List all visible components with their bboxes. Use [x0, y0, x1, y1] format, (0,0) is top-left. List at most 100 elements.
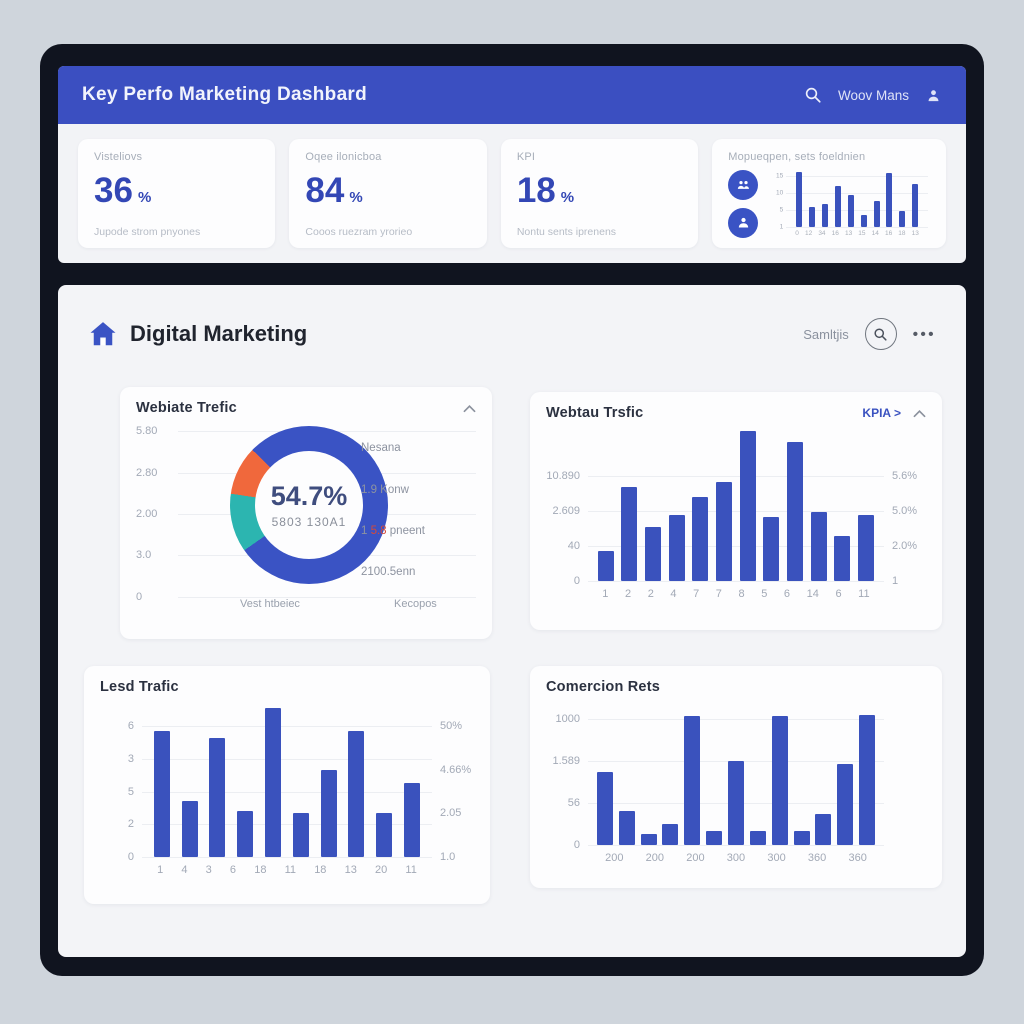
x-tick: 5: [761, 588, 768, 600]
bar: [771, 716, 788, 845]
kpi-card-engagement[interactable]: Mopueqpen, sets foeldnien: [712, 139, 947, 248]
y-axis-left: 6 3 5 2 0: [90, 705, 142, 863]
x-tick: 11: [405, 864, 417, 876]
donut-center: 54.7% 5803 130A1: [255, 451, 363, 559]
bar: [237, 811, 254, 857]
y-tick: 5: [127, 785, 134, 798]
y-tick: 3.0: [136, 549, 152, 562]
y-tick: 5: [779, 206, 784, 214]
y-tick: 3: [127, 752, 134, 765]
gridline: [786, 227, 929, 228]
bar: [858, 515, 875, 581]
x-tick: 4: [670, 588, 677, 600]
x-tick: 4: [181, 864, 188, 876]
x-tick: 200: [686, 852, 705, 864]
lead-traffic-bar-chart: 6 3 5 2 0 50% 4.66% 2.05 1.0 1 4 3 6 18 11 18 13 20 11: [84, 705, 490, 876]
search-button[interactable]: [864, 318, 897, 350]
bar: [265, 708, 282, 857]
y-tick: 1.0: [440, 851, 456, 863]
y-tick: 2: [127, 818, 134, 831]
bar: [787, 441, 804, 581]
kpi-card-body: 15 10 5 1 0 12 34 16 13 15 14 16 18 13: [728, 169, 930, 238]
section-header: Digital Marketing Samltjis •••: [88, 313, 936, 355]
y-tick: 5.0%: [892, 505, 918, 517]
kpi-subtitle: Nontu sents iprenens: [516, 226, 617, 238]
search-icon: [874, 327, 887, 341]
x-tick: 16: [884, 230, 893, 237]
website-traffic-bar-card: Webtau Trsfic KPIA > 10.890 2.609 40 0 5.6% 5…: [530, 392, 942, 630]
x-tick: Vest htbeiec: [240, 598, 300, 610]
bar: [810, 512, 827, 581]
plot-area: [588, 431, 884, 582]
user-menu-label[interactable]: Woov Mans: [837, 87, 909, 103]
section-right-label: Samltjis: [803, 326, 849, 342]
x-tick: 13: [844, 230, 853, 237]
audience-icon[interactable]: [728, 169, 759, 200]
gridline: [786, 209, 929, 211]
y-tick: 0: [573, 575, 580, 587]
bar-chart-body: 1000 1.589 56 0 200 200 200 300 300 360 360: [536, 705, 934, 864]
bars: [594, 431, 878, 581]
bar: [662, 824, 679, 845]
bar: [376, 812, 393, 857]
gridline: [786, 192, 929, 194]
bar: [749, 831, 766, 845]
bar: [873, 200, 880, 227]
bar: [716, 482, 733, 581]
bar: [834, 186, 841, 227]
y-tick: 15: [775, 172, 784, 180]
app-header: Key Perfo Marketing Dashbard Woov Mans: [58, 66, 966, 124]
y-axis-left: 10.890 2.609 40 0: [536, 431, 588, 587]
bars: [792, 169, 922, 227]
website-traffic-bar-chart: 10.890 2.609 40 0 5.6% 5.0% 2.0% 1 1 2 2 4 7 7 8 5 6 14 6 1…: [530, 431, 942, 600]
bar: [886, 173, 893, 227]
donut-center-label: 5803 130A1: [271, 515, 347, 529]
more-options-icon[interactable]: •••: [912, 325, 936, 343]
y-tick: 10.890: [546, 470, 580, 482]
y-tick: 5.6%: [892, 470, 918, 482]
profile-icon[interactable]: [925, 87, 942, 104]
kpi-card-conversions[interactable]: Oqee ilonicboa 84 % Cooos ruezram yrorie…: [289, 139, 487, 248]
x-axis: 200 200 200 300 300 360 360: [588, 845, 884, 864]
bar: [181, 800, 198, 857]
bar: [815, 814, 832, 845]
y-tick: 6: [127, 720, 134, 733]
home-icon[interactable]: [88, 319, 118, 349]
slice-label: Nesana: [361, 442, 401, 455]
x-tick: Kecopos: [394, 598, 437, 610]
bar-chart-body: 10.890 2.609 40 0 5.6% 5.0% 2.0% 1 1 2 2 4 7 7 8 5 6 14 6 1…: [536, 431, 934, 600]
bar: [795, 171, 802, 227]
x-tick: 18: [314, 864, 327, 876]
page-title: Digital Marketing: [130, 321, 308, 346]
x-axis: 0 12 34 16 13 15 14 16 18 13: [786, 227, 928, 237]
y-axis-left: 1000 1.589 56 0: [536, 705, 588, 851]
y-tick: 2.0%: [892, 540, 918, 552]
app-title: Key Perfo Marketing Dashbard: [82, 84, 368, 105]
y-tick: 10: [775, 189, 784, 197]
kpi-label: Oqee ilonicboa: [305, 151, 382, 163]
search-icon[interactable]: [804, 86, 822, 104]
dashboard-panel: Digital Marketing Samltjis ••• Webiate T…: [58, 285, 966, 957]
y-tick: 1: [779, 223, 784, 231]
kpi-unit: %: [560, 189, 575, 206]
gridline: [178, 596, 476, 598]
x-tick: 7: [715, 588, 722, 600]
conversion-rates-card: Comercion Rets 1000 1.589 56 0 200 200 200 300 3…: [530, 666, 942, 888]
x-tick: 2: [647, 588, 654, 600]
y-tick: 5.80: [136, 425, 158, 438]
x-tick: 11: [284, 864, 297, 876]
kpi-card-visitors[interactable]: Visteliovs 36 % Jupode strom pnyones: [78, 139, 276, 248]
kpi-card-kpi[interactable]: KPI 18 % Nontu sents iprenens: [500, 139, 699, 248]
x-tick: 14: [806, 588, 819, 600]
bar: [739, 431, 756, 581]
gridline: [142, 824, 432, 826]
person-icon[interactable]: [728, 207, 759, 238]
x-tick: 13: [344, 864, 357, 876]
chevron-up-icon[interactable]: [913, 409, 926, 418]
y-tick: 4.66%: [440, 763, 472, 776]
kpi-link[interactable]: KPIA >: [862, 406, 901, 420]
kpi-unit: %: [137, 189, 152, 206]
y-tick: 2.05: [440, 807, 462, 820]
chevron-up-icon[interactable]: [463, 404, 476, 413]
kpi-label: Mopueqpen, sets foeldnien: [728, 151, 866, 163]
